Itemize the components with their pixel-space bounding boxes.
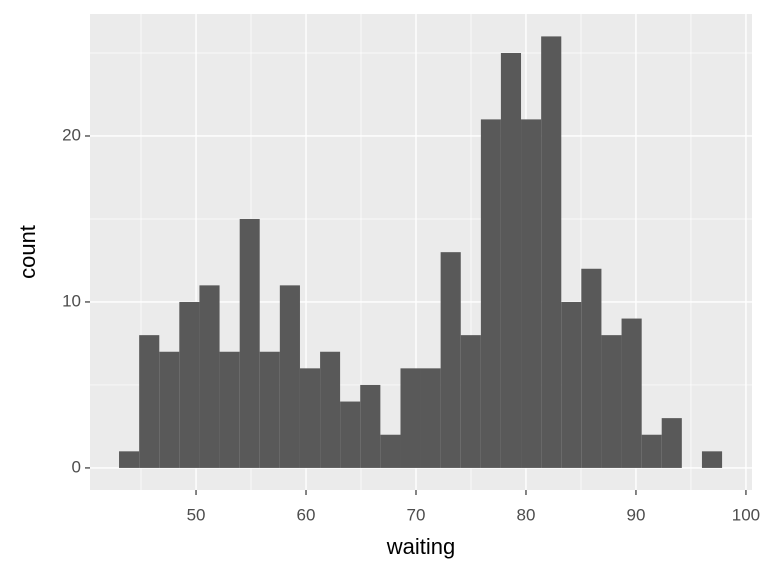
bar <box>380 434 401 468</box>
x-tick-label: 70 <box>407 505 426 524</box>
bar <box>480 119 501 468</box>
bar <box>601 335 622 468</box>
x-tick-label: 90 <box>627 505 646 524</box>
bar <box>360 384 381 468</box>
bar <box>581 268 602 468</box>
bar <box>641 434 662 468</box>
x-tick-label: 50 <box>187 505 206 524</box>
x-tick-label: 100 <box>732 505 760 524</box>
y-axis-title: count <box>15 225 40 279</box>
axes: 50 60 70 80 90 100 0 10 20 <box>62 125 760 524</box>
bar <box>561 301 582 468</box>
x-axis-title: waiting <box>386 534 455 559</box>
bar <box>621 318 642 468</box>
bars <box>119 36 723 468</box>
bar <box>199 285 220 468</box>
bar <box>159 351 180 468</box>
bar <box>460 335 481 468</box>
y-tick-label: 0 <box>72 457 81 476</box>
bar <box>139 335 160 468</box>
bar <box>661 418 682 468</box>
bar <box>259 351 280 468</box>
bar <box>119 451 140 468</box>
bar <box>320 351 341 468</box>
x-tick-label: 60 <box>297 505 316 524</box>
bar <box>541 36 562 468</box>
bar <box>239 218 260 468</box>
bar <box>299 368 321 468</box>
bar <box>440 252 461 468</box>
bar <box>179 301 200 468</box>
y-tick-label: 10 <box>62 291 81 310</box>
x-tick-label: 80 <box>517 505 536 524</box>
bar <box>500 53 522 468</box>
y-tick-label: 20 <box>62 125 81 144</box>
bar <box>279 285 300 468</box>
bar <box>701 451 723 468</box>
bar <box>521 119 542 468</box>
bar <box>340 401 361 468</box>
bar <box>420 368 441 468</box>
bar <box>400 368 421 468</box>
bar <box>219 351 240 468</box>
